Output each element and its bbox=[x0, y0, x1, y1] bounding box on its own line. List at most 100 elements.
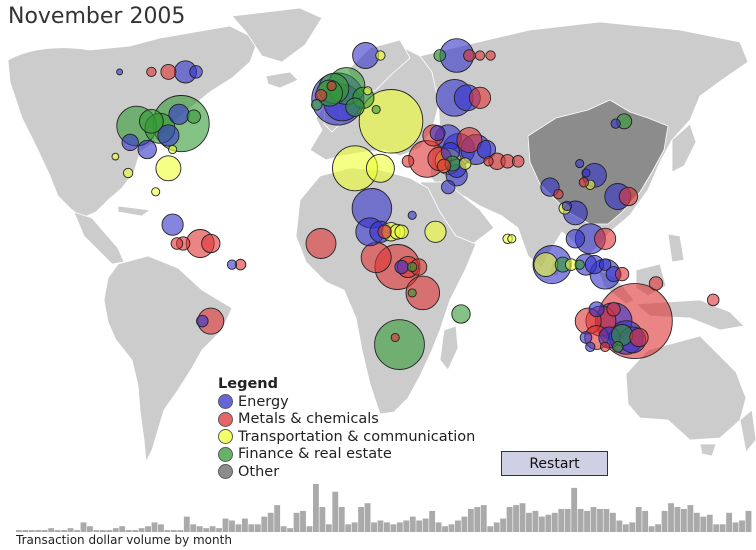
bubble-energy[interactable] bbox=[189, 65, 203, 79]
bubble-energy[interactable] bbox=[394, 259, 409, 275]
legend: Legend Energy Metals & chemicals Transpo… bbox=[218, 376, 475, 481]
bubble-metals-chemicals[interactable] bbox=[553, 189, 564, 200]
bubble-metals-chemicals[interactable] bbox=[405, 275, 441, 311]
bubble-finance-real-estate[interactable] bbox=[407, 261, 418, 273]
bubble-finance-real-estate[interactable] bbox=[451, 304, 471, 324]
legend-swatch-finance bbox=[218, 446, 233, 462]
bubble-metals-chemicals[interactable] bbox=[599, 341, 611, 353]
bubble-energy[interactable] bbox=[429, 125, 446, 142]
bubble-metals-chemicals[interactable] bbox=[390, 332, 400, 343]
histogram-bar bbox=[377, 520, 384, 532]
bubble-energy[interactable] bbox=[441, 179, 456, 195]
bubble-transportation-communication[interactable] bbox=[151, 187, 161, 197]
histogram-bar bbox=[145, 526, 151, 532]
bubble-energy[interactable] bbox=[581, 168, 591, 178]
histogram-bar bbox=[74, 530, 80, 532]
bubble-metals-chemicals[interactable] bbox=[648, 276, 664, 291]
bubble-transportation-communication[interactable] bbox=[458, 157, 472, 170]
bubble-metals-chemicals[interactable] bbox=[436, 158, 452, 174]
bubble-transportation-communication[interactable] bbox=[363, 86, 373, 96]
bubble-energy[interactable] bbox=[565, 229, 586, 249]
bubble-metals-chemicals[interactable] bbox=[629, 327, 649, 348]
histogram-bar bbox=[325, 524, 332, 532]
bubble-energy[interactable] bbox=[116, 68, 124, 76]
bubble-energy[interactable] bbox=[157, 124, 180, 147]
histogram-bar bbox=[371, 522, 377, 532]
bubble-metals-chemicals[interactable] bbox=[160, 63, 177, 80]
bubble-metals-chemicals[interactable] bbox=[326, 80, 337, 92]
bubble-energy[interactable] bbox=[598, 258, 612, 271]
bubble-metals-chemicals[interactable] bbox=[170, 237, 184, 250]
bubble-finance-real-estate[interactable] bbox=[433, 49, 447, 62]
histogram-bar bbox=[403, 520, 410, 532]
bubble-transportation-communication[interactable] bbox=[168, 144, 178, 155]
bubble-energy[interactable] bbox=[137, 139, 157, 160]
bubble-energy[interactable] bbox=[579, 331, 593, 344]
histogram-bar bbox=[642, 510, 649, 532]
bubble-transportation-communication[interactable] bbox=[533, 252, 559, 277]
bubble-transportation-communication[interactable] bbox=[111, 152, 120, 161]
bubble-finance-real-estate[interactable] bbox=[612, 341, 624, 353]
central-america bbox=[73, 211, 125, 265]
bubble-metals-chemicals[interactable] bbox=[468, 86, 492, 109]
bubble-finance-real-estate[interactable] bbox=[574, 259, 585, 270]
bubble-metals-chemicals[interactable] bbox=[456, 127, 483, 154]
histogram-bar bbox=[577, 508, 584, 532]
bubble-finance-real-estate[interactable] bbox=[374, 319, 425, 370]
bubble-metals-chemicals[interactable] bbox=[146, 66, 157, 78]
bubble-finance-real-estate[interactable] bbox=[311, 99, 323, 111]
bubble-metals-chemicals[interactable] bbox=[377, 224, 392, 239]
bubble-metals-chemicals[interactable] bbox=[305, 228, 337, 259]
bubble-transportation-communication[interactable] bbox=[375, 50, 386, 61]
bubble-energy[interactable] bbox=[352, 42, 380, 69]
bubble-energy[interactable] bbox=[561, 200, 573, 212]
bubble-transportation-communication[interactable] bbox=[365, 153, 395, 183]
bubble-metals-chemicals[interactable] bbox=[485, 50, 496, 61]
bubble-metals-chemicals[interactable] bbox=[511, 155, 525, 168]
histogram-bar bbox=[390, 524, 397, 532]
bubble-energy[interactable] bbox=[585, 341, 596, 353]
bubble-metals-chemicals[interactable] bbox=[401, 155, 415, 168]
histogram-bar bbox=[609, 512, 616, 532]
bubble-energy[interactable] bbox=[575, 159, 585, 169]
bubble-energy[interactable] bbox=[226, 259, 238, 270]
bubble-energy[interactable] bbox=[196, 314, 209, 328]
bubble-metals-chemicals[interactable] bbox=[706, 293, 720, 307]
bubble-energy[interactable] bbox=[168, 103, 190, 125]
histogram-bar bbox=[41, 530, 48, 532]
bubble-transportation-communication[interactable] bbox=[424, 220, 447, 243]
bubble-finance-real-estate[interactable] bbox=[371, 104, 381, 115]
bubble-energy[interactable] bbox=[588, 301, 605, 318]
bubble-metals-chemicals[interactable] bbox=[618, 186, 639, 207]
bubble-energy[interactable] bbox=[407, 210, 417, 220]
bubble-metals-chemicals[interactable] bbox=[594, 227, 617, 250]
bubble-transportation-communication[interactable] bbox=[122, 167, 134, 179]
histogram-bar bbox=[422, 518, 429, 532]
restart-button[interactable]: Restart bbox=[501, 451, 608, 476]
bubble-metals-chemicals[interactable] bbox=[578, 177, 590, 188]
madagascar bbox=[439, 325, 459, 371]
histogram-bar bbox=[429, 510, 436, 532]
bubble-metals-chemicals[interactable] bbox=[606, 302, 621, 317]
bubble-metals-chemicals[interactable] bbox=[614, 266, 630, 282]
bubble-finance-real-estate[interactable] bbox=[407, 288, 417, 298]
histogram-bar bbox=[203, 528, 210, 532]
bubble-finance-real-estate[interactable] bbox=[139, 108, 164, 134]
bubble-metals-chemicals[interactable] bbox=[201, 233, 221, 254]
bubble-transportation-communication[interactable] bbox=[394, 224, 409, 239]
bubble-metals-chemicals[interactable] bbox=[360, 242, 392, 274]
histogram-bar bbox=[196, 526, 203, 532]
bubble-transportation-communication[interactable] bbox=[507, 234, 517, 244]
bubble-metals-chemicals[interactable] bbox=[483, 156, 494, 167]
bubble-finance-real-estate[interactable] bbox=[345, 97, 365, 117]
bubble-metals-chemicals[interactable] bbox=[474, 50, 486, 61]
histogram-bar bbox=[54, 530, 61, 532]
bubble-metals-chemicals[interactable] bbox=[463, 49, 476, 62]
bubble-energy[interactable] bbox=[161, 213, 184, 236]
bubble-energy[interactable] bbox=[121, 133, 139, 152]
bubble-transportation-communication[interactable] bbox=[155, 155, 182, 182]
greenland bbox=[231, 7, 323, 63]
bubble-finance-real-estate[interactable] bbox=[186, 109, 201, 124]
bubble-energy[interactable] bbox=[610, 118, 621, 129]
histogram-bar bbox=[442, 526, 448, 532]
